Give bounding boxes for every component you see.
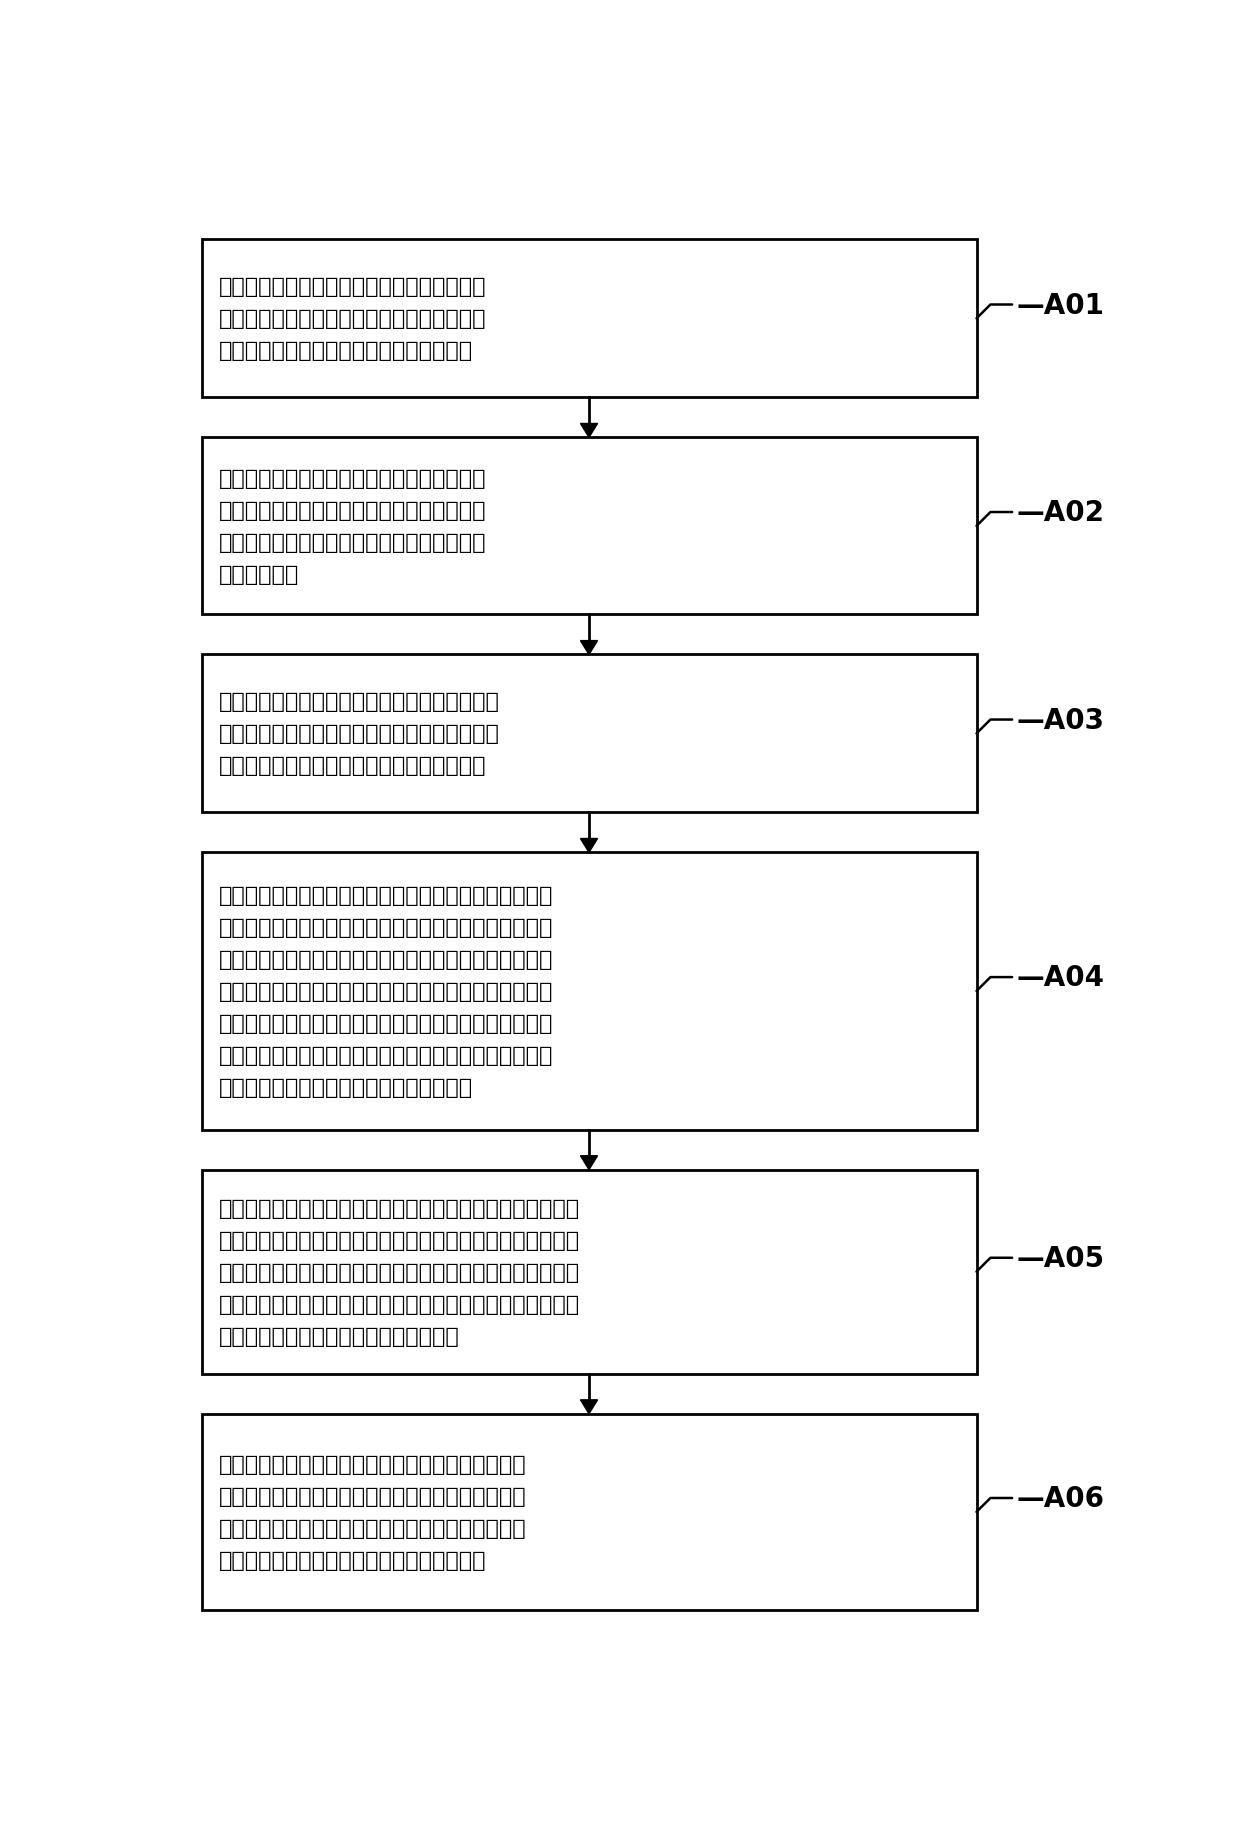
Text: —A04: —A04 [1017,964,1105,992]
Text: —A06: —A06 [1017,1484,1105,1511]
Polygon shape [580,839,598,853]
Bar [201,438,977,614]
Text: —A05: —A05 [1017,1243,1105,1272]
Bar [201,1170,977,1375]
Bar [201,1415,977,1610]
Text: 该控制电脑主机将分析后的处方讯息传送至针
剂取物装置及针剂包装机台，并通过针剂取物
装置来将预定数量的针剂放置于针剂包装机台
的供药设备处: 该控制电脑主机将分析后的处方讯息传送至针 剂取物装置及针剂包装机台，并通过针剂取… [218,469,486,585]
Text: 再通过针剂包装机台的输送装置来将容置有预定数量针剂
的包药袋输送至针剂包装机台的封口装置处，同时，该封
口装置即可凭借调整机构的控制单元来从控制电脑主机处
接受: 再通过针剂包装机台的输送装置来将容置有预定数量针剂 的包药袋输送至针剂包装机台的… [218,886,553,1097]
Text: 该预定数量的针剂即会从供药设备倾斜状的导药
板的入药口处进入，并斜向滑移至出药口，再从
出药口处送入至包药袋内部所形成的容置空间: 该预定数量的针剂即会从供药设备倾斜状的导药 板的入药口处进入，并斜向滑移至出药口… [218,693,500,777]
Bar [201,853,977,1130]
Text: 而待复数热压块间的距离调整完成后，该封口装置为可通过第
一驱动部来驱动第一往复机构，以使第一往复机构带动加热基
座朝封口装置的抵压机构方向作横向往复位移的动作，: 而待复数热压块间的距离调整完成后，该封口装置为可通过第 一驱动部来驱动第一往复机… [218,1198,579,1345]
Text: 且针剂包装机台的输送装置即会持续输送包药袋及其
所封装预定数量的针剂，当包药袋通过针剂包装机台
的裁切机构时，即可利用裁切机构来将通过包药袋的
封口边进行裁切作: 且针剂包装机台的输送装置即会持续输送包药袋及其 所封装预定数量的针剂，当包药袋通… [218,1455,526,1570]
Polygon shape [580,1400,598,1415]
Polygon shape [580,642,598,654]
Bar [201,241,977,397]
Text: 该医疗服务机构中的电脑主机将处方讯息传送
至控制电脑主机来进行接收，并利用控制电脑
主机中的处方分析系统分析处理该处方讯息: 该医疗服务机构中的电脑主机将处方讯息传送 至控制电脑主机来进行接收，并利用控制电… [218,277,486,361]
Text: —A03: —A03 [1017,706,1105,735]
Polygon shape [580,425,598,438]
Polygon shape [580,1156,598,1170]
Text: —A02: —A02 [1017,500,1105,527]
Text: —A01: —A01 [1017,292,1105,319]
Bar [201,654,977,813]
